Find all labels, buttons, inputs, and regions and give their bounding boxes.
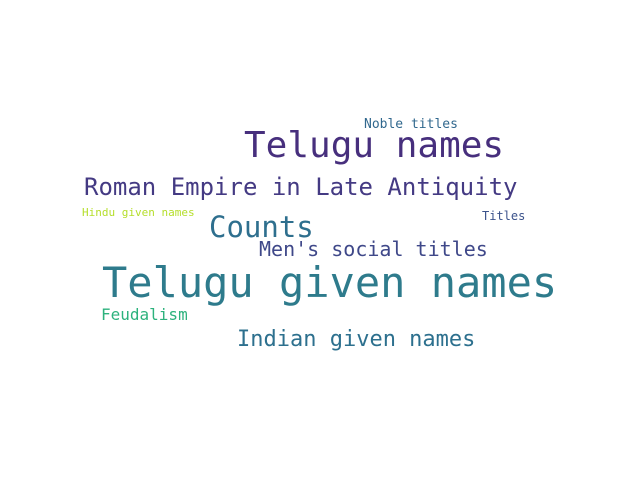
word-titles: Titles bbox=[482, 209, 526, 223]
word-telugu-names: Telugu names bbox=[244, 125, 505, 166]
word-mens-social-titles: Men's social titles bbox=[259, 237, 488, 261]
word-feudalism: Feudalism bbox=[101, 305, 188, 324]
word-counts: Counts bbox=[209, 210, 314, 244]
word-roman-empire-in-late-antiquity: Roman Empire in Late Antiquity bbox=[84, 173, 518, 201]
word-hindu-given-names: Hindu given names bbox=[82, 206, 195, 219]
word-telugu-given-names: Telugu given names bbox=[102, 258, 558, 307]
word-indian-given-names: Indian given names bbox=[237, 327, 476, 352]
word-noble-titles: Noble titles bbox=[364, 117, 458, 132]
